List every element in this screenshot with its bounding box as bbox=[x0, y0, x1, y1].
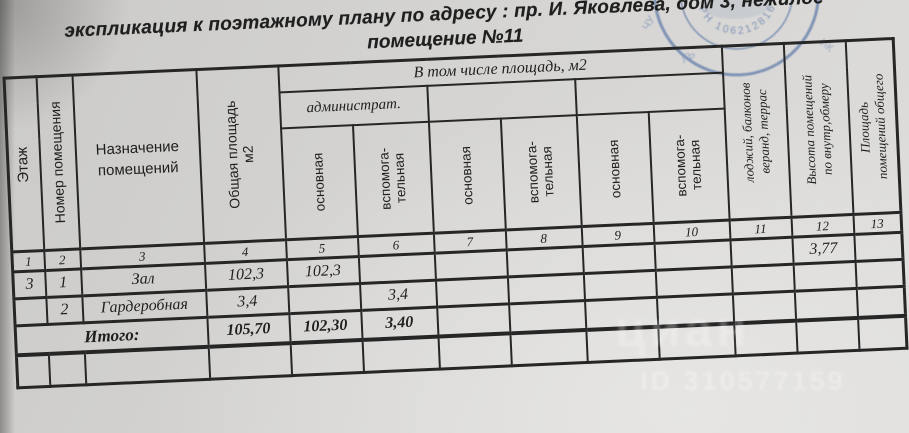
row2-c9 bbox=[583, 270, 657, 301]
totals-c10 bbox=[656, 293, 734, 327]
header-aux-2-label: вспомога- тельная bbox=[524, 141, 557, 204]
header-main-1-label: основная bbox=[310, 152, 328, 212]
totals-aux-admin: 3,40 bbox=[360, 307, 438, 340]
empty-c8 bbox=[509, 329, 588, 366]
header-main-3-label: основная bbox=[605, 139, 624, 199]
totals-main-admin: 102,30 bbox=[288, 310, 363, 343]
row2-floor bbox=[13, 297, 48, 326]
row2-c8 bbox=[507, 273, 585, 304]
header-aux-1-label: вспомога- тельная bbox=[376, 147, 410, 211]
row2-main-admin bbox=[287, 283, 361, 314]
stamp-outer-ring bbox=[652, 0, 820, 77]
totals-total: 105,70 bbox=[206, 313, 291, 347]
stamp-ink-blot bbox=[703, 0, 772, 20]
header-balconies: лоджий, балконов веранд, террас bbox=[721, 43, 792, 221]
totals-c9 bbox=[584, 297, 658, 330]
empty-c4 bbox=[208, 342, 292, 380]
empty-c10 bbox=[657, 322, 736, 360]
row2-number: 2 bbox=[45, 295, 84, 325]
row1-c8 bbox=[506, 246, 584, 277]
totals-c8 bbox=[508, 300, 586, 333]
totals-c11 bbox=[732, 291, 796, 323]
row1-c7 bbox=[434, 249, 508, 281]
empty-c3 bbox=[84, 346, 210, 385]
header-height: Высота помещений по внутр,обмеру bbox=[783, 40, 853, 218]
header-purpose-label: Назначение помещений bbox=[95, 138, 180, 180]
watermark-id: ID 310577159 bbox=[640, 366, 846, 396]
row1-c11 bbox=[729, 237, 794, 267]
row2-c10 bbox=[655, 266, 733, 298]
row1-floor: 3 bbox=[12, 270, 46, 299]
header-height-label: Высота помещений по внутр,обмеру bbox=[799, 74, 836, 185]
round-stamp: РН 106212816 ЧУ ЛЬ ИК bbox=[640, 0, 836, 77]
header-common-area-label: Площадь помещений общего bbox=[855, 73, 891, 180]
col-num-13: 13 bbox=[852, 212, 902, 235]
col-num-12: 12 bbox=[791, 214, 854, 238]
header-total-area: Общая площадь м2 bbox=[195, 65, 286, 244]
row2-c13 bbox=[855, 259, 905, 289]
header-total-area-label: Общая площадь м2 bbox=[221, 100, 257, 210]
empty-c2 bbox=[48, 351, 86, 387]
header-purpose: Назначение помещений bbox=[71, 69, 204, 249]
row2-total: 3,4 bbox=[205, 286, 289, 318]
empty-c9 bbox=[585, 326, 660, 363]
empty-c13 bbox=[857, 315, 907, 351]
col-num-11: 11 bbox=[729, 217, 792, 240]
document-sheet: РН 106212816 ЧУ ЛЬ ИК экспликация к поэт… bbox=[2, 0, 909, 390]
row1-main-admin: 102,3 bbox=[286, 256, 360, 287]
stamp-inner-ring bbox=[679, 0, 794, 50]
row1-aux-admin bbox=[358, 253, 436, 284]
row2-c12 bbox=[793, 261, 857, 292]
header-main-2: основная bbox=[428, 118, 506, 234]
header-aux-3-label: вспомога- тельная bbox=[672, 134, 705, 198]
empty-c6 bbox=[362, 336, 440, 373]
empty-c1 bbox=[16, 353, 50, 388]
empty-c12 bbox=[795, 317, 860, 354]
header-balconies-label: лоджий, балконов веранд, террас bbox=[737, 81, 774, 183]
header-common-area: Площадь помещений общего bbox=[845, 38, 901, 215]
empty-c11 bbox=[733, 320, 798, 356]
row1-c10 bbox=[654, 239, 732, 271]
row2-c11 bbox=[731, 264, 795, 294]
row1-total: 102,3 bbox=[204, 259, 288, 291]
header-main-3: основная bbox=[576, 111, 654, 227]
header-aux-3: вспомога- тельная bbox=[648, 108, 730, 224]
header-aux-1: вспомога- тельная bbox=[352, 121, 434, 237]
empty-c7 bbox=[437, 332, 512, 370]
row2-c7 bbox=[435, 276, 509, 308]
explication-table: Этаж Номер помещения Назначение помещени… bbox=[2, 36, 909, 390]
row1-height: 3,77 bbox=[791, 234, 856, 265]
row2-aux-admin: 3,4 bbox=[359, 280, 437, 311]
row1-c13 bbox=[853, 232, 904, 262]
empty-c5 bbox=[290, 339, 364, 376]
totals-c12 bbox=[794, 288, 858, 321]
totals-c13 bbox=[856, 286, 906, 318]
header-floor-label: Этаж bbox=[13, 146, 33, 183]
header-main-2-label: основная bbox=[457, 145, 476, 206]
header-main-1: основная bbox=[280, 124, 358, 240]
col-num-2: 2 bbox=[43, 248, 81, 271]
header-aux-2: вспомога- тельная bbox=[500, 114, 582, 230]
row1-number: 1 bbox=[44, 268, 82, 298]
header-room-number-label: Номер помещения bbox=[46, 101, 68, 225]
totals-c7 bbox=[436, 303, 510, 337]
row1-c9 bbox=[582, 243, 656, 274]
col-num-1: 1 bbox=[11, 250, 45, 272]
